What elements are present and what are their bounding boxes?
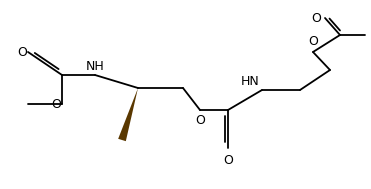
Text: O: O <box>308 35 318 48</box>
Text: O: O <box>17 46 27 59</box>
Text: HN: HN <box>241 75 260 88</box>
Polygon shape <box>118 88 138 141</box>
Text: O: O <box>51 98 61 111</box>
Text: NH: NH <box>86 60 104 73</box>
Text: O: O <box>311 12 321 25</box>
Text: O: O <box>223 154 233 167</box>
Text: O: O <box>195 114 205 127</box>
